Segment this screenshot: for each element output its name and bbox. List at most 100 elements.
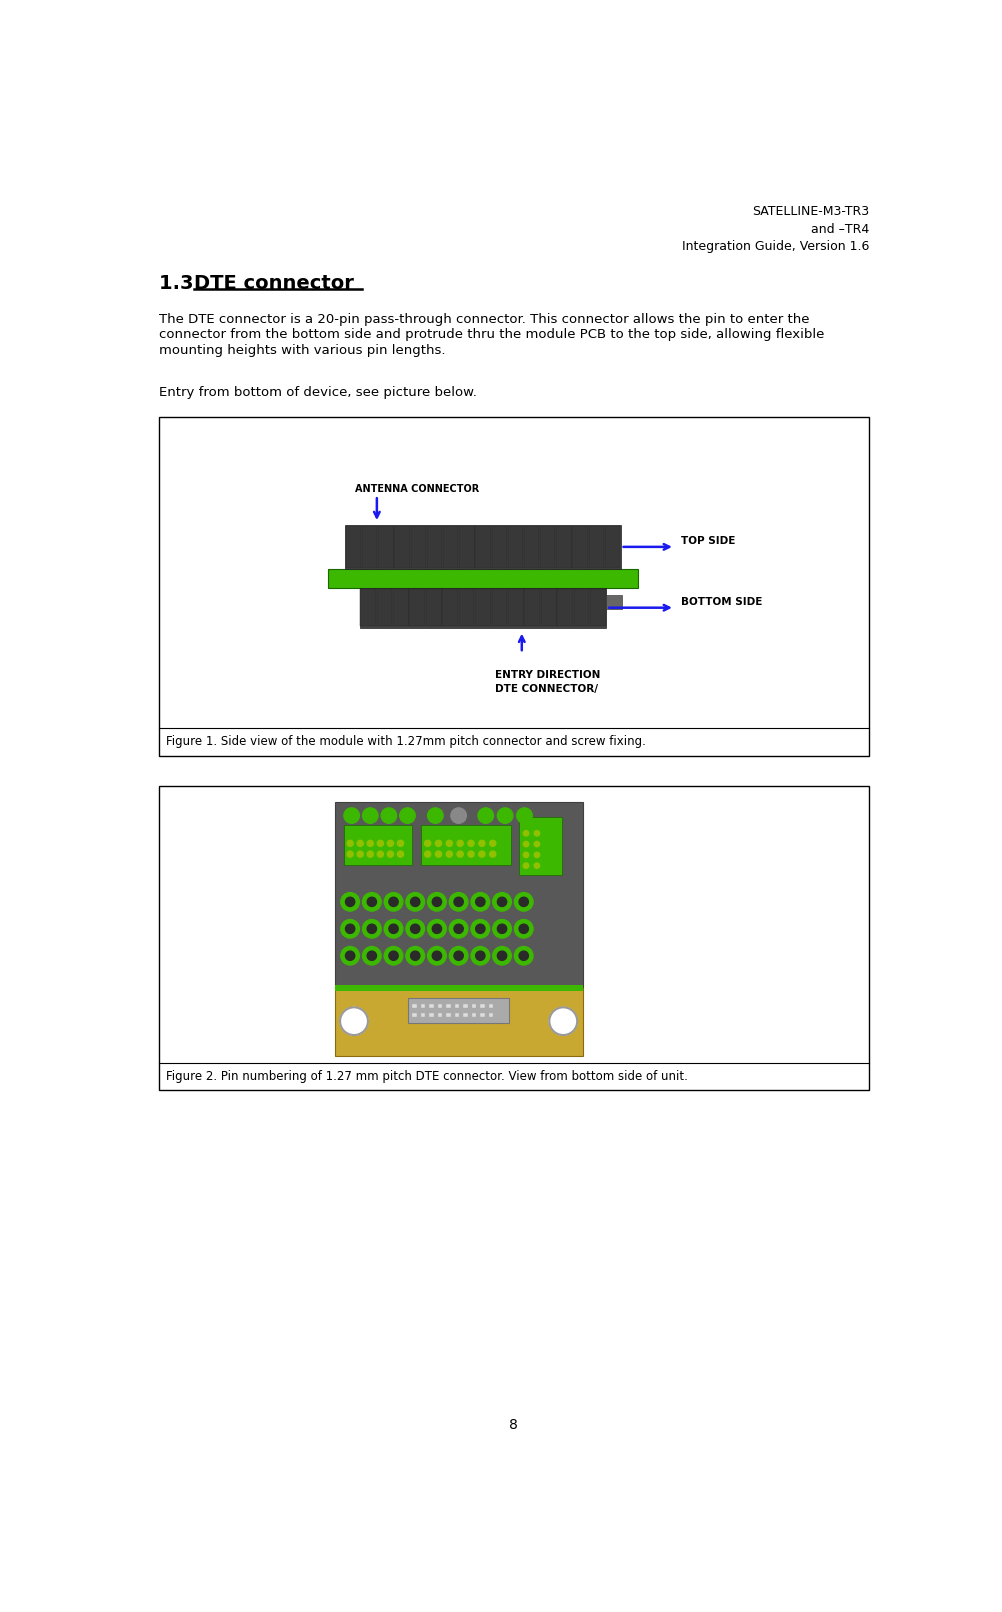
Circle shape [519,924,528,933]
Bar [557,590,572,625]
Circle shape [497,898,506,906]
Bar [454,1004,459,1008]
Bar [420,1012,425,1017]
Bar [488,1004,493,1008]
Text: ANTENNA CONNECTOR: ANTENNA CONNECTOR [355,485,479,495]
Bar [360,590,376,625]
Bar [524,590,540,625]
Circle shape [449,893,468,911]
Bar [471,1012,476,1017]
Circle shape [534,841,539,846]
Bar [158,418,869,756]
Bar [605,595,621,609]
Bar [480,1012,485,1017]
Circle shape [397,851,403,858]
Circle shape [424,851,430,858]
Circle shape [427,919,446,938]
Bar [429,1004,434,1008]
Bar [429,1012,434,1017]
Circle shape [377,851,383,858]
Circle shape [489,840,495,846]
Circle shape [341,893,359,911]
Circle shape [340,1008,368,1035]
Bar [471,1004,476,1008]
Circle shape [357,840,363,846]
Circle shape [478,808,493,824]
Bar [463,1012,468,1017]
Circle shape [345,898,355,906]
Circle shape [344,808,359,824]
Circle shape [384,919,403,938]
Bar [463,1004,468,1008]
Bar [488,1012,493,1017]
Circle shape [475,951,485,961]
Circle shape [427,893,446,911]
Bar [344,825,412,866]
Circle shape [387,851,393,858]
Circle shape [523,853,528,858]
Circle shape [471,946,489,966]
Circle shape [377,840,383,846]
Text: connector from the bottom side and protrude thru the module PCB to the top side,: connector from the bottom side and protr… [158,329,824,342]
Bar [491,590,507,625]
Text: The DTE connector is a 20-pin pass-through connector. This connector allows the : The DTE connector is a 20-pin pass-throu… [158,313,809,326]
Circle shape [432,924,441,933]
Circle shape [454,951,463,961]
Text: 8: 8 [509,1417,518,1431]
Bar [437,1004,442,1008]
Bar [458,590,474,625]
Circle shape [449,946,468,966]
Circle shape [475,898,485,906]
Circle shape [478,840,485,846]
Circle shape [384,893,403,911]
Bar [507,526,523,567]
Circle shape [347,840,353,846]
Bar [378,526,393,567]
Circle shape [341,919,359,938]
Bar [426,590,441,625]
Circle shape [514,893,532,911]
Circle shape [389,951,398,961]
Circle shape [497,951,506,961]
Circle shape [345,924,355,933]
Circle shape [389,924,398,933]
Bar [454,1012,459,1017]
Text: ENTRY DIRECTION: ENTRY DIRECTION [494,671,599,680]
Bar [328,569,637,588]
Bar [519,817,561,875]
Circle shape [519,951,528,961]
Bar [475,590,490,625]
Circle shape [367,924,376,933]
Bar [446,1012,451,1017]
Circle shape [367,951,376,961]
Bar [393,590,408,625]
Circle shape [475,924,485,933]
Circle shape [410,924,420,933]
Bar [412,1004,417,1008]
Text: BOTTOM SIDE: BOTTOM SIDE [680,598,762,608]
Bar [572,526,587,567]
Bar [408,998,508,1022]
Circle shape [454,898,463,906]
Circle shape [446,851,452,858]
Bar [480,1004,485,1008]
Circle shape [534,830,539,837]
Bar [335,987,582,1056]
Circle shape [451,808,466,824]
Circle shape [362,946,381,966]
Text: Integration Guide, Version 1.6: Integration Guide, Version 1.6 [681,240,869,253]
Bar [412,1012,417,1017]
Circle shape [468,840,474,846]
Bar [539,526,555,567]
Text: 1.3: 1.3 [158,274,206,293]
Bar [475,526,490,567]
Circle shape [435,840,441,846]
Circle shape [400,808,415,824]
Bar [421,825,510,866]
Circle shape [432,951,441,961]
Circle shape [410,951,420,961]
Circle shape [492,893,511,911]
Bar [394,526,410,567]
Circle shape [534,853,539,858]
Bar [491,526,506,567]
